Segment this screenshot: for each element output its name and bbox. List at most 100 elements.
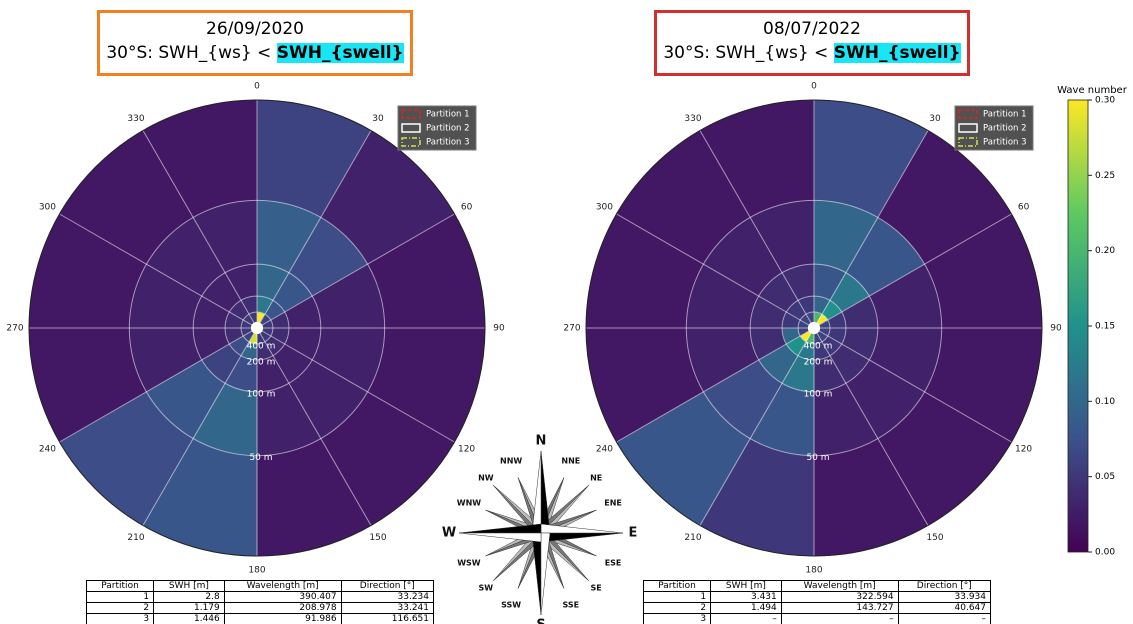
r-tick-label: 400 m — [804, 341, 833, 351]
legend-label: Partition 3 — [983, 138, 1027, 148]
polar-plot: 400 m 200 m 100 m 50 m 0 30 60 90 120 150 180 210 24… — [6, 82, 505, 576]
title: 08/07/2022 — [763, 19, 861, 39]
theta-tick-label: 0 — [254, 82, 260, 92]
colorbar-tick-label: 0.10 — [1095, 397, 1115, 407]
table-header-cell: SWH [m] — [153, 580, 225, 592]
subtitle: 30°S: SWH_{ws} < — [663, 43, 829, 63]
subtitle-line: 30°S: SWH_{ws} < SWH_{swell} — [100, 41, 410, 65]
polar-plot: 400 m 200 m 100 m 50 m 0 30 60 90 120 150 180 210 24… — [563, 82, 1062, 576]
legend-label: Partition 1 — [983, 110, 1027, 120]
theta-tick-label: 120 — [458, 445, 475, 455]
legend-label: Partition 1 — [426, 110, 470, 120]
table-cell: 3 — [85, 613, 155, 624]
table-row: 3– – – — [642, 613, 992, 624]
table-header-cell: Partition — [85, 580, 155, 592]
colorbar-tick-label: 0.15 — [1095, 322, 1115, 332]
compass-label: NE — [590, 473, 602, 482]
table-cell: 33.934 — [897, 591, 992, 603]
title-box: 08/07/2022 30°S: SWH_{ws} < SWH_{swell} — [654, 10, 970, 76]
subtitle-highlight: SWH_{swell} — [276, 43, 404, 63]
theta-tick-label: 30 — [929, 114, 941, 124]
grid-spoke — [813, 327, 1012, 443]
r-tick-label: 200 m — [804, 357, 833, 367]
table-header-cell: Direction [°] — [340, 580, 435, 592]
theta-tick-label: 90 — [1050, 324, 1062, 334]
r-tick-label: 200 m — [247, 357, 276, 367]
table-cell: 40.647 — [897, 602, 992, 614]
theta-tick-label: 120 — [1015, 445, 1032, 455]
compass-label: ENE — [604, 499, 622, 508]
partition-table: Partition SWH [m] Wavelength [m] Direction … — [85, 580, 435, 624]
compass-label: NNW — [500, 456, 522, 465]
table-cell: 2 — [642, 602, 712, 614]
table-header-cell: Direction [°] — [897, 580, 992, 592]
table-cell: 3.431 — [710, 591, 782, 603]
compass-label: SSW — [501, 601, 521, 610]
colorbar-tick-label: 0.25 — [1095, 171, 1115, 181]
legend-box — [954, 105, 1034, 151]
compass-label: NW — [478, 473, 494, 482]
r-tick-label: 100 m — [247, 389, 276, 399]
table-header-cell: Partition — [642, 580, 712, 592]
grid-spoke — [142, 327, 258, 526]
table-cell: 33.241 — [340, 602, 435, 614]
theta-tick-label: 60 — [1018, 203, 1030, 213]
subtitle: 30°S: SWH_{ws} < — [106, 43, 272, 63]
colorbar-tick-label: 0.20 — [1095, 246, 1115, 256]
theta-tick-label: 0 — [811, 82, 817, 92]
table-header-cell: Wavelength [m] — [780, 580, 899, 592]
theta-tick-label: 330 — [127, 114, 144, 124]
grid-spoke — [699, 327, 815, 526]
table-cell: 1.494 — [710, 602, 782, 614]
compass-point — [540, 532, 551, 616]
r-tick-label: 100 m — [804, 389, 833, 399]
title: 26/09/2020 — [206, 19, 304, 39]
theta-tick-label: 210 — [684, 533, 701, 543]
table-header: Partition SWH [m] Wavelength [m] Direction … — [642, 580, 992, 592]
theta-tick-label: 270 — [6, 324, 23, 334]
theta-tick-label: 330 — [684, 114, 701, 124]
table-cell: 1.446 — [153, 613, 225, 624]
compass-point — [458, 523, 542, 534]
table-cell: – — [780, 613, 899, 624]
table-row: 2 1.179 208.978 33.241 — [85, 602, 435, 614]
compass-label: WSW — [457, 558, 481, 567]
theta-tick-label: 180 — [805, 566, 822, 576]
table-cell: – — [897, 613, 992, 624]
legend-swatch — [401, 123, 421, 133]
theta-tick-label: 270 — [563, 324, 580, 334]
legend-label: Partition 3 — [426, 138, 470, 148]
colorbar-tick-label: 0.00 — [1095, 548, 1115, 558]
legend-label: Partition 2 — [983, 124, 1027, 134]
compass-label: NNE — [561, 456, 580, 465]
legend-swatch — [401, 109, 421, 119]
table-cell: 143.727 — [780, 602, 899, 614]
legend-swatch — [401, 137, 421, 147]
colorbar-label: Wave number — [1057, 85, 1128, 96]
table-cell: 116.651 — [340, 613, 435, 624]
theta-tick-label: 150 — [926, 533, 943, 543]
legend-swatch — [958, 137, 978, 147]
compass-rose: N NNE NE ENE E ESE SE SSE S SSW SW WSW W WNW NW NNW — [442, 434, 638, 624]
compass-label: N — [536, 434, 547, 449]
compass-label: S — [536, 618, 545, 624]
partition-table: Partition SWH [m] Wavelength [m] Direction … — [642, 580, 992, 624]
table-cell: 322.594 — [780, 591, 899, 603]
colorbar-tick-label: 0.30 — [1095, 96, 1115, 106]
table-cell: 1 — [85, 591, 155, 603]
theta-tick-label: 240 — [39, 445, 56, 455]
r-tick-label: 50 m — [249, 453, 272, 463]
subtitle-line: 30°S: SWH_{ws} < SWH_{swell} — [657, 41, 967, 65]
theta-tick-label: 30 — [372, 114, 384, 124]
grid-spoke — [616, 213, 815, 329]
table-header-cell: Wavelength [m] — [223, 580, 342, 592]
grid-spoke — [256, 327, 372, 526]
theta-tick-label: 60 — [461, 203, 473, 213]
table-header: Partition SWH [m] Wavelength [m] Direction … — [85, 580, 435, 592]
compass-label: SSE — [563, 601, 580, 610]
theta-tick-label: 150 — [369, 533, 386, 543]
r-tick-label: 400 m — [247, 341, 276, 351]
grid-spoke — [59, 327, 258, 443]
